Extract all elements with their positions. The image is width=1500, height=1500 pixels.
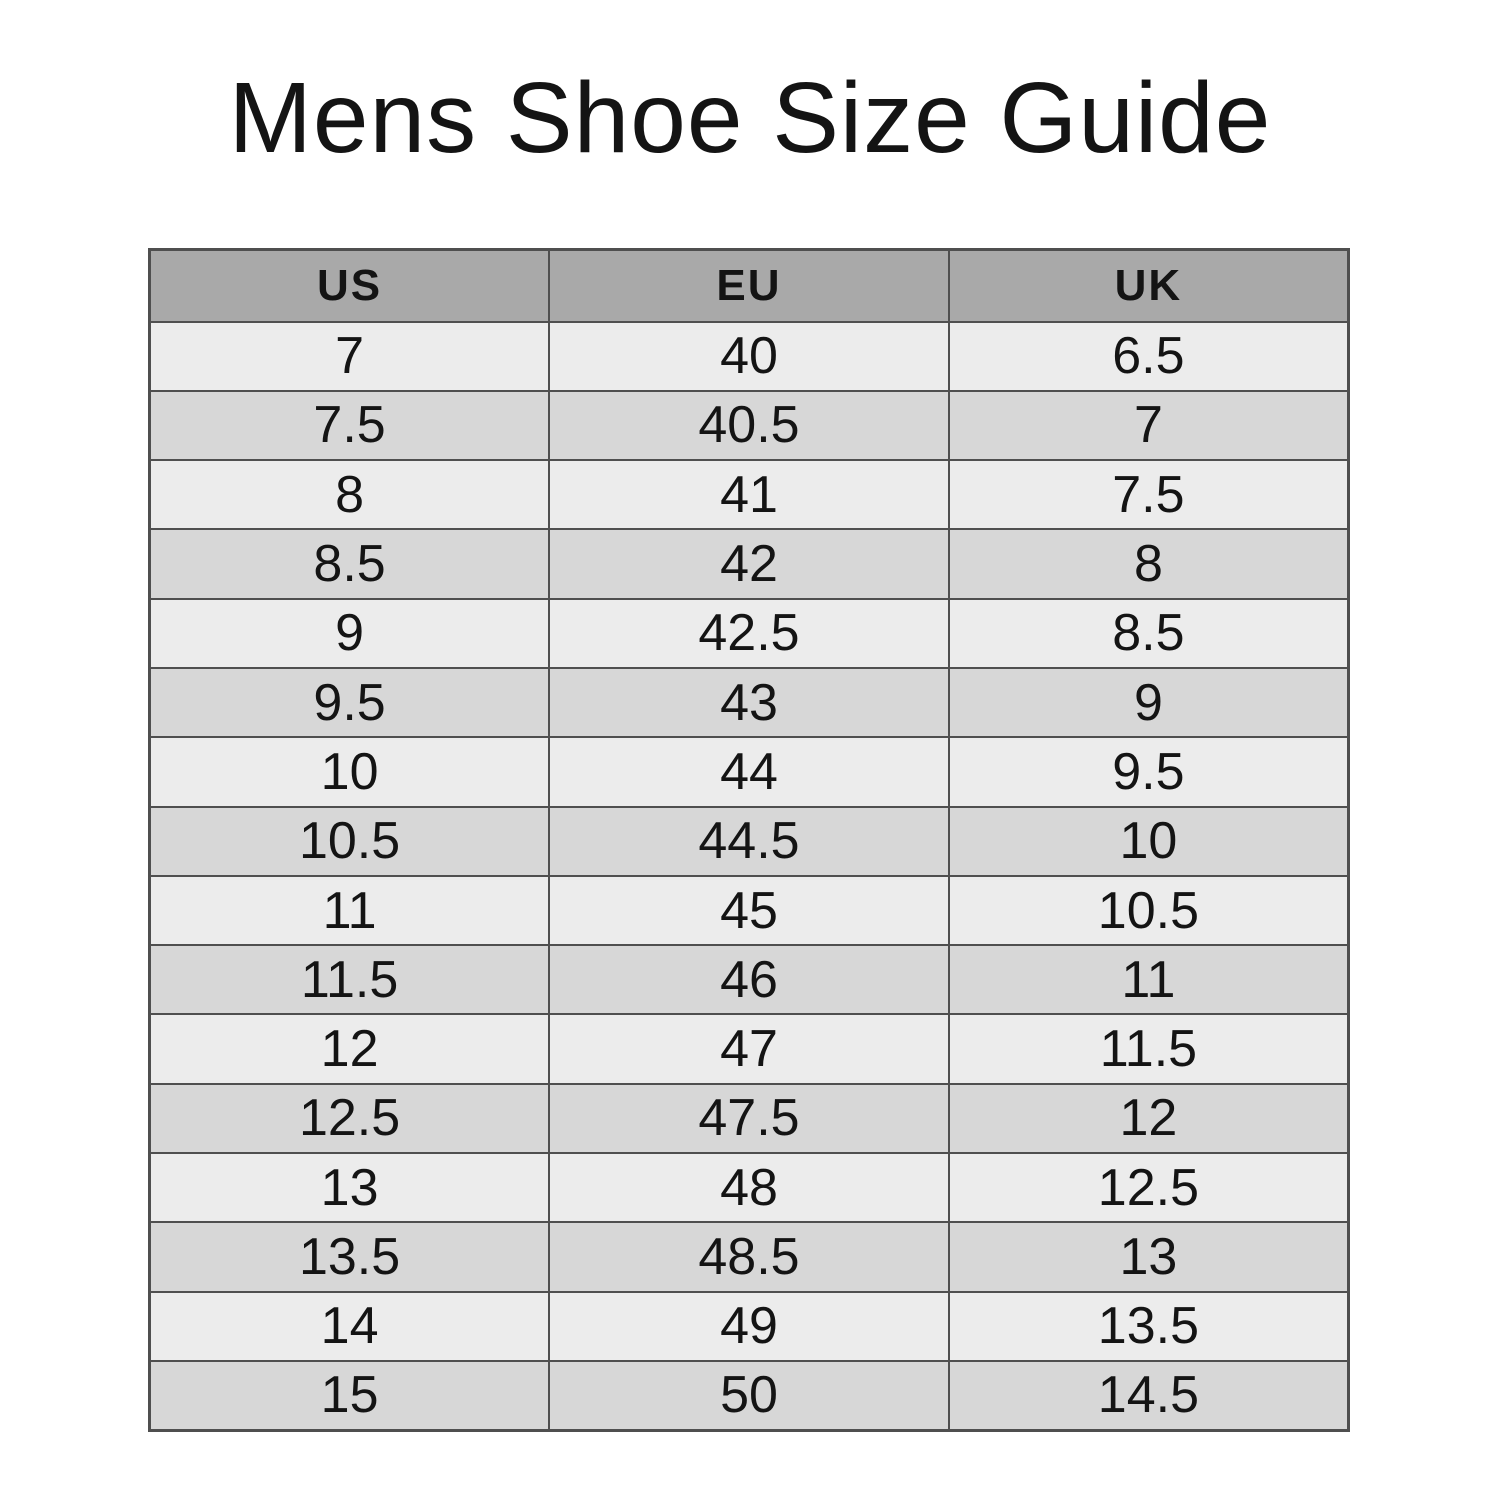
header-cell-eu: EU	[548, 248, 950, 323]
size-cell: 7	[947, 389, 1350, 462]
size-cell: 50	[548, 1359, 950, 1432]
size-cell: 47.5	[548, 1082, 950, 1155]
table-row: 11 45 10.5	[148, 874, 1350, 947]
size-cell: 9	[148, 597, 551, 669]
table-row: 13.5 48.5 13	[148, 1221, 1350, 1293]
size-cell: 48.5	[548, 1221, 950, 1293]
size-cell: 10.5	[947, 874, 1350, 947]
header-cell-us: US	[148, 248, 551, 323]
size-cell: 42	[548, 528, 950, 600]
size-cell: 14	[148, 1290, 551, 1362]
size-cell: 13.5	[148, 1221, 551, 1293]
table-row: 8 41 7.5	[148, 459, 1350, 531]
table-row: 10.5 44.5 10	[148, 805, 1350, 877]
size-cell: 6.5	[947, 320, 1350, 392]
size-cell: 43	[548, 666, 950, 739]
size-cell: 9.5	[947, 736, 1350, 808]
shoe-size-table: US EU UK 7 40 6.5 7.5 40.5 7 8 41 7.5 8.5 42 8 9 42.5…	[148, 248, 1350, 1432]
size-cell: 13	[148, 1152, 551, 1224]
table-row: 13 48 12.5	[148, 1152, 1350, 1224]
size-cell: 9.5	[148, 666, 551, 739]
table-row: 10 44 9.5	[148, 736, 1350, 808]
size-cell: 12	[148, 1013, 551, 1085]
size-cell: 9	[947, 666, 1350, 739]
size-cell: 8.5	[148, 528, 551, 600]
size-cell: 46	[548, 944, 950, 1016]
size-cell: 47	[548, 1013, 950, 1085]
size-cell: 14.5	[947, 1359, 1350, 1432]
table-row: 7 40 6.5	[148, 320, 1350, 392]
size-cell: 49	[548, 1290, 950, 1362]
table-row: 15 50 14.5	[148, 1359, 1350, 1432]
size-cell: 12.5	[947, 1152, 1350, 1224]
size-cell: 8	[148, 459, 551, 531]
table-row: 9 42.5 8.5	[148, 597, 1350, 669]
page-title: Mens Shoe Size Guide	[228, 62, 1272, 174]
size-cell: 13.5	[947, 1290, 1350, 1362]
size-cell: 44	[548, 736, 950, 808]
table-row: 14 49 13.5	[148, 1290, 1350, 1362]
size-cell: 48	[548, 1152, 950, 1224]
size-cell: 13	[947, 1221, 1350, 1293]
header-row: US EU UK	[148, 248, 1350, 323]
size-cell: 7	[148, 320, 551, 392]
table-row: 11.5 46 11	[148, 944, 1350, 1016]
size-cell: 12.5	[148, 1082, 551, 1155]
size-cell: 10.5	[148, 805, 551, 877]
table-row: 8.5 42 8	[148, 528, 1350, 600]
table-row: 12.5 47.5 12	[148, 1082, 1350, 1155]
size-cell: 11.5	[947, 1013, 1350, 1085]
size-cell: 10	[148, 736, 551, 808]
size-cell: 42.5	[548, 597, 950, 669]
size-cell: 40.5	[548, 389, 950, 462]
size-cell: 11	[947, 944, 1350, 1016]
size-cell: 12	[947, 1082, 1350, 1155]
table-header: US EU UK	[148, 248, 1350, 323]
table-row: 12 47 11.5	[148, 1013, 1350, 1085]
size-cell: 7.5	[947, 459, 1350, 531]
table-body: 7 40 6.5 7.5 40.5 7 8 41 7.5 8.5 42 8 9 42.5 8.5 9.5 43 9…	[148, 320, 1350, 1432]
size-cell: 8	[947, 528, 1350, 600]
size-cell: 44.5	[548, 805, 950, 877]
table-row: 7.5 40.5 7	[148, 389, 1350, 462]
size-cell: 11	[148, 874, 551, 947]
size-cell: 41	[548, 459, 950, 531]
size-cell: 8.5	[947, 597, 1350, 669]
size-cell: 10	[947, 805, 1350, 877]
size-cell: 7.5	[148, 389, 551, 462]
size-cell: 45	[548, 874, 950, 947]
size-cell: 40	[548, 320, 950, 392]
table-row: 9.5 43 9	[148, 666, 1350, 739]
size-cell: 11.5	[148, 944, 551, 1016]
header-cell-uk: UK	[947, 248, 1350, 323]
size-cell: 15	[148, 1359, 551, 1432]
